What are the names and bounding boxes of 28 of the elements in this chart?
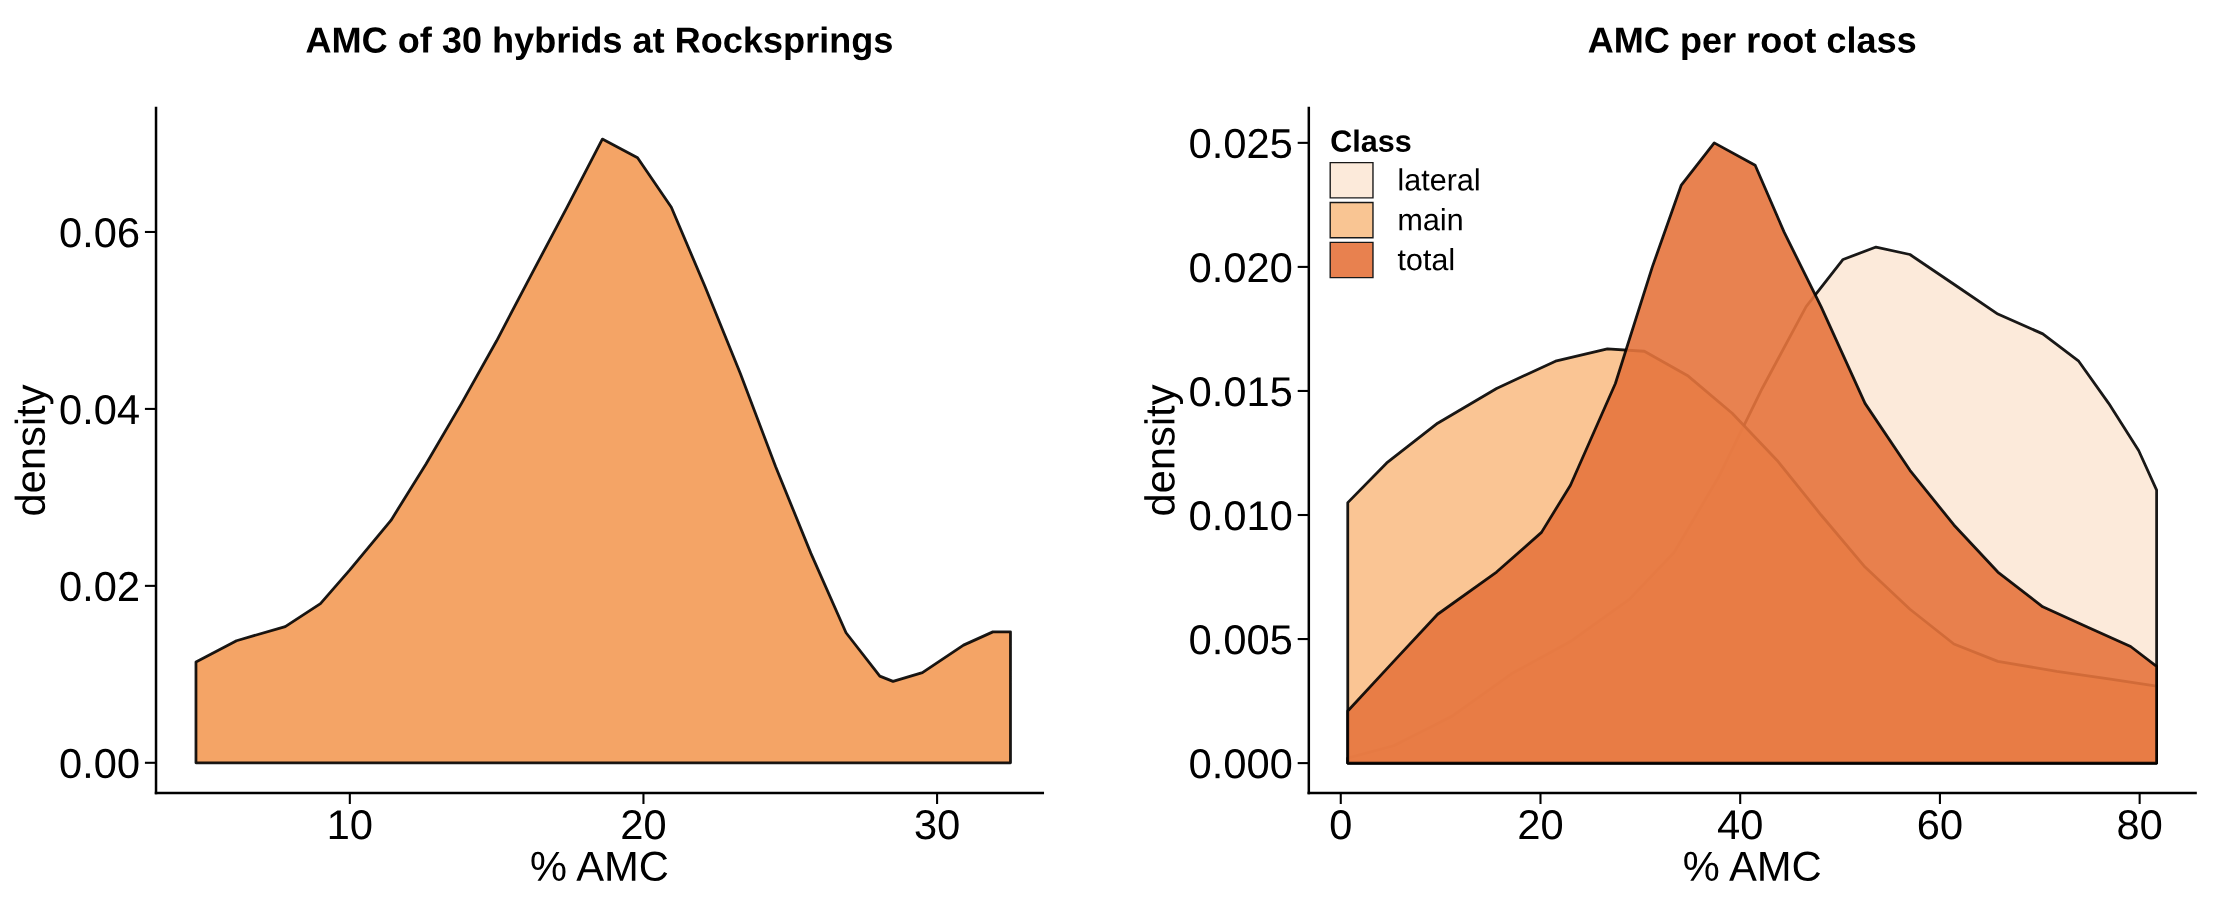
x-tick-label: 0: [1330, 809, 1351, 840]
legend-label: lateral: [1399, 168, 1479, 191]
x-axis-title: % AMC: [531, 851, 668, 882]
y-tick-label: 0.015: [1190, 376, 1292, 407]
x-tick-label: 80: [2118, 809, 2162, 840]
y-tick-label: 0.005: [1190, 625, 1292, 655]
y-tick-label: 0.020: [1190, 252, 1292, 283]
x-axis-title: % AMC: [1684, 851, 1821, 882]
x-tick-label: 20: [622, 809, 665, 840]
x-tick-label: 40: [1717, 809, 1762, 840]
y-tick-label: 0.010: [1190, 501, 1292, 531]
x-tick-label: 20: [1519, 809, 1563, 840]
y-axis-title: density: [1144, 384, 1184, 515]
y-tick-label: 0.00: [60, 748, 139, 779]
y-axis-title: density: [14, 384, 54, 515]
x-tick-label: 10: [329, 809, 372, 840]
y-tick-label: 0.000: [1190, 749, 1292, 779]
y-tick-label: 0.04: [60, 394, 139, 425]
x-tick-label: 30: [915, 809, 959, 840]
legend-label: total: [1397, 247, 1454, 271]
chart-title: AMC per root class: [1588, 26, 1916, 61]
y-tick-label: 0.02: [60, 571, 138, 602]
legend-label: main: [1399, 208, 1462, 231]
y-tick-label: 0.025: [1190, 128, 1292, 159]
legend-title: Class: [1331, 129, 1411, 152]
chart-title: AMC of 30 hybrids at Rocksprings: [306, 26, 892, 61]
y-tick-label: 0.06: [60, 217, 139, 248]
x-tick-label: 60: [1918, 809, 1962, 840]
